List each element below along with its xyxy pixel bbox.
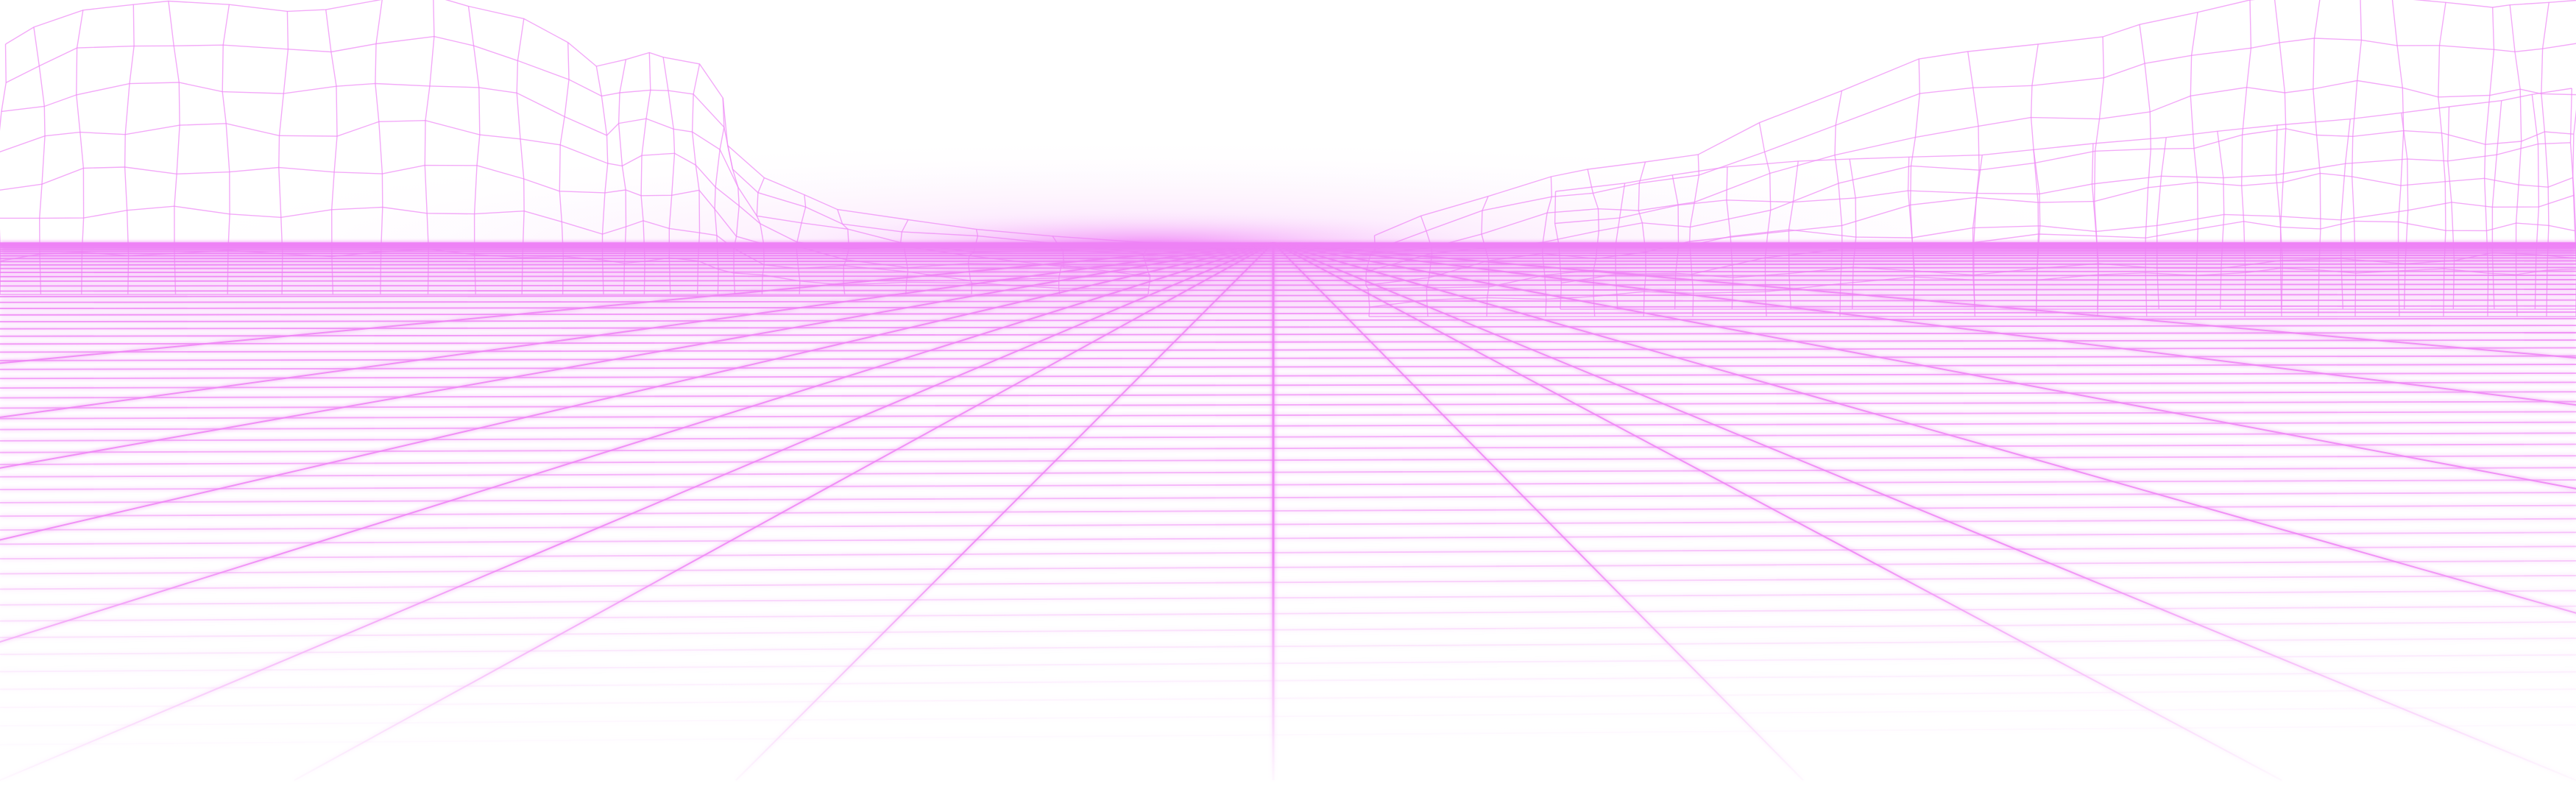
floor-fade [0, 0, 2576, 795]
synthwave-wireframe-scene [0, 0, 2576, 795]
